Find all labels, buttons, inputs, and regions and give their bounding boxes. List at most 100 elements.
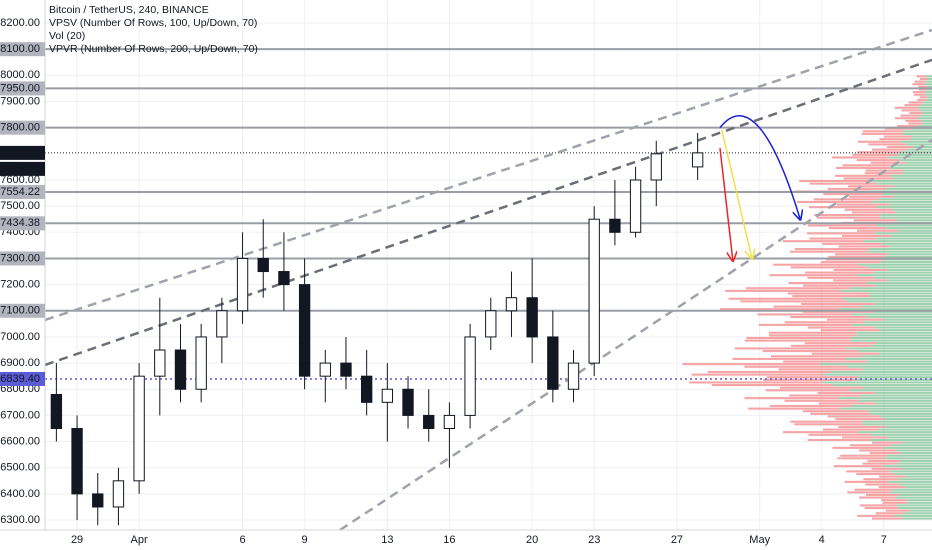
- profile-up: [860, 394, 932, 397]
- profile-up: [902, 169, 932, 172]
- profile-up: [901, 441, 932, 444]
- profile-up: [840, 407, 932, 410]
- profile-down: [840, 454, 887, 457]
- profile-down: [859, 496, 896, 499]
- level-label-bg: [0, 120, 45, 135]
- profile-up: [832, 384, 932, 387]
- profile-up: [867, 410, 932, 413]
- profile-up: [926, 75, 932, 78]
- profile-down: [765, 389, 849, 392]
- profile-up: [861, 355, 932, 358]
- x-tick-label: 23: [588, 534, 600, 546]
- profile-down: [857, 514, 895, 517]
- profile-down: [835, 418, 884, 421]
- profile-down: [878, 486, 906, 489]
- candle-body: [319, 362, 331, 377]
- profile-down: [803, 284, 876, 287]
- profile-down: [820, 261, 881, 264]
- profile-up: [897, 462, 932, 465]
- profile-down: [869, 452, 901, 455]
- profile-down: [843, 177, 894, 180]
- profile-up: [856, 331, 932, 334]
- profile-up: [892, 164, 932, 167]
- y-tick-label: 7200.00: [0, 279, 40, 291]
- candle-body: [195, 336, 207, 390]
- level-label: 7300.00: [0, 252, 40, 264]
- profile-down: [863, 478, 898, 481]
- level-label-bg: [0, 216, 45, 231]
- profile-down: [865, 483, 899, 486]
- profile-up: [874, 276, 932, 279]
- profile-up: [870, 295, 932, 298]
- profile-up: [905, 143, 932, 146]
- profile-down: [719, 308, 839, 311]
- profile-down: [740, 300, 848, 303]
- level-label-bg: [0, 303, 45, 318]
- profile-up: [905, 475, 932, 478]
- y-tick-label: 7600.00: [0, 174, 40, 186]
- profile-down: [746, 336, 851, 340]
- profile-down: [768, 331, 857, 334]
- profile-down: [858, 140, 902, 143]
- profile-down: [790, 420, 862, 423]
- profile-up: [907, 501, 932, 504]
- profile-down: [833, 279, 887, 282]
- profile-up: [845, 347, 932, 350]
- profile-down: [809, 206, 877, 209]
- profile-down: [912, 91, 925, 94]
- candle-body: [174, 349, 187, 390]
- profile-up: [875, 284, 932, 287]
- profile-up: [866, 360, 932, 363]
- profile-up: [912, 135, 932, 138]
- profile-down: [859, 449, 896, 452]
- profile-down: [744, 397, 839, 400]
- profile-up: [921, 119, 932, 122]
- candle-body: [257, 257, 269, 273]
- y-tick-label: 6700.00: [0, 409, 40, 421]
- profile-up: [866, 266, 932, 269]
- y-tick-label: 8200.00: [0, 17, 40, 29]
- profile-down: [782, 240, 864, 243]
- profile-down: [766, 376, 858, 379]
- profile-down: [773, 263, 859, 266]
- last-price-label: 7703.59: [0, 147, 40, 159]
- profile-up: [900, 151, 932, 154]
- profile-down: [757, 313, 852, 316]
- profile-down: [814, 213, 879, 217]
- candle-body: [485, 310, 497, 338]
- profile-up: [900, 452, 932, 455]
- profile-down: [725, 289, 841, 292]
- profile-down: [745, 287, 850, 290]
- candle-body: [402, 388, 414, 416]
- profile-up: [886, 268, 932, 272]
- profile-up: [873, 271, 932, 274]
- candle-body: [609, 218, 621, 233]
- profile-down: [748, 407, 841, 410]
- profile-down: [691, 373, 824, 376]
- candle-body: [547, 336, 559, 390]
- profile-down: [816, 216, 881, 219]
- profile-down: [707, 370, 832, 374]
- profile-up: [840, 289, 932, 292]
- profile-down: [827, 415, 880, 418]
- profile-up: [857, 350, 932, 353]
- profile-up: [924, 91, 932, 94]
- profile-up: [848, 389, 932, 392]
- profile-down: [807, 326, 875, 329]
- profile-down: [744, 339, 851, 342]
- profile-up: [871, 412, 932, 415]
- y-tick-label: 8000.00: [0, 69, 40, 81]
- profile-down: [879, 475, 906, 478]
- profile-up: [903, 512, 932, 515]
- y-tick-label: 6600.00: [0, 435, 40, 447]
- profile-up: [924, 83, 932, 86]
- profile-down: [849, 444, 891, 447]
- profile-up: [879, 352, 932, 355]
- profile-up: [851, 323, 932, 326]
- profile-down: [916, 75, 927, 78]
- candle-body: [216, 310, 228, 338]
- profile-down: [832, 156, 889, 159]
- profile-up: [925, 80, 932, 83]
- profile-up: [822, 381, 932, 384]
- profile-down: [856, 472, 895, 476]
